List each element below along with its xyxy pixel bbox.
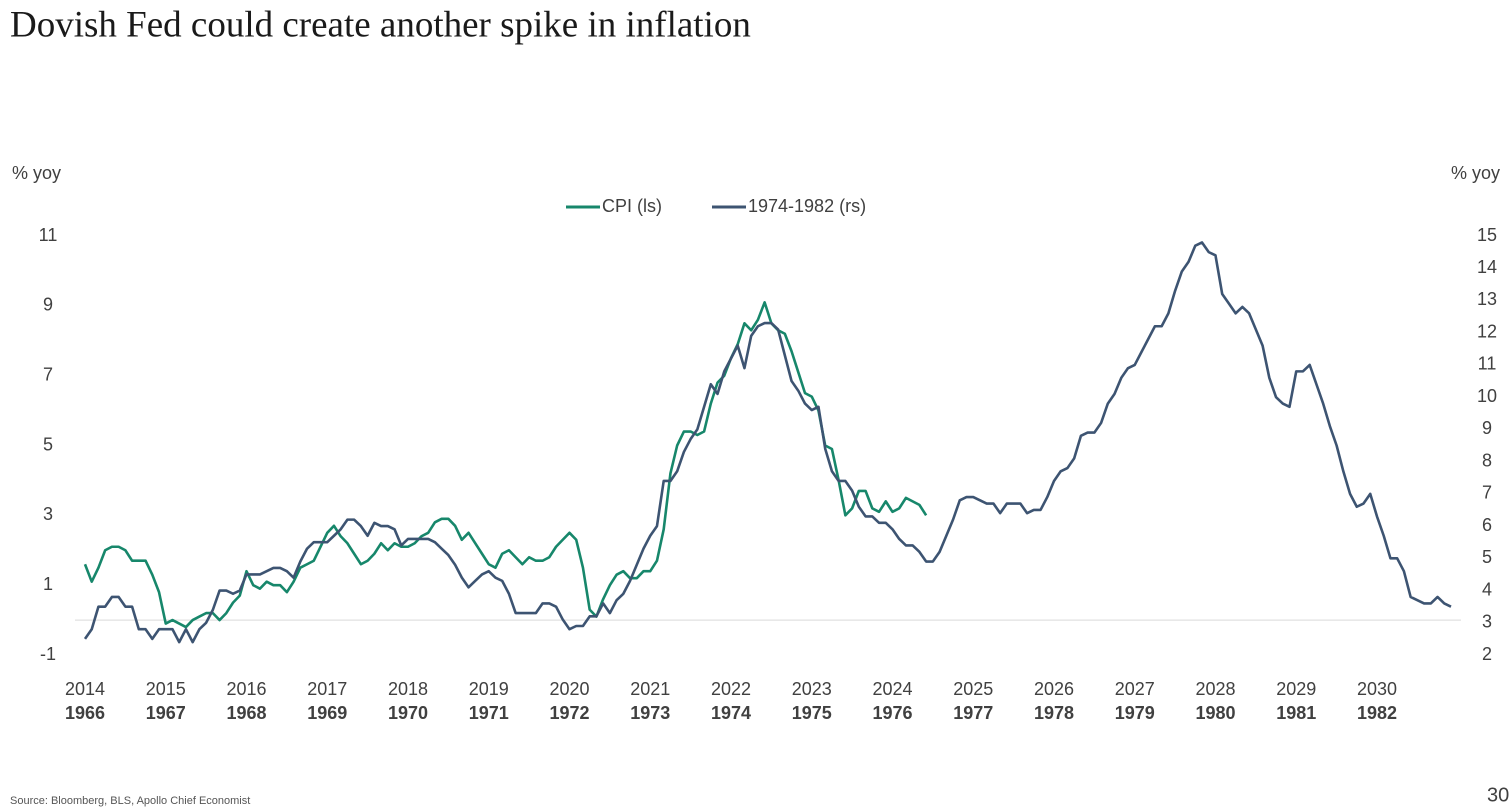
x-tick-label: 2015 bbox=[146, 679, 186, 699]
x-tick-label: 2020 bbox=[549, 679, 589, 699]
x-tick-label: 2026 bbox=[1034, 679, 1074, 699]
x2-tick-label: 1970 bbox=[388, 703, 428, 723]
y2-tick-label: 7 bbox=[1482, 483, 1492, 503]
x2-tick-label: 1979 bbox=[1115, 703, 1155, 723]
x-tick-label: 2027 bbox=[1115, 679, 1155, 699]
x-tick-label: 2014 bbox=[65, 679, 105, 699]
y-tick-label: 9 bbox=[43, 295, 53, 315]
chart-title: Dovish Fed could create another spike in… bbox=[10, 4, 751, 45]
y2-tick-label: 11 bbox=[1478, 354, 1497, 374]
y-tick-label: 11 bbox=[39, 225, 58, 245]
y2-tick-label: 9 bbox=[1482, 418, 1492, 438]
legend: CPI (ls) 1974-1982 (rs) bbox=[566, 196, 866, 216]
x-tick-label: 2029 bbox=[1276, 679, 1316, 699]
y-tick-label: 1 bbox=[43, 574, 53, 594]
x-tick-label: 2028 bbox=[1195, 679, 1235, 699]
legend-label: 1974-1982 (rs) bbox=[748, 196, 866, 216]
y2-tick-label: 4 bbox=[1482, 579, 1492, 599]
y2-tick-label: 12 bbox=[1477, 321, 1497, 341]
x2-tick-label: 1974 bbox=[711, 703, 751, 723]
series-line bbox=[83, 301, 928, 629]
x2-tick-label: 1973 bbox=[630, 703, 670, 723]
x2-tick-label: 1971 bbox=[469, 703, 509, 723]
y2-axis-label: % yoy bbox=[1451, 163, 1500, 183]
y-tick-label: 5 bbox=[43, 434, 53, 454]
y-tick-label: 7 bbox=[43, 364, 53, 384]
x2-tick-label: 1975 bbox=[792, 703, 832, 723]
y2-tick-label: 14 bbox=[1477, 257, 1497, 277]
series-line bbox=[83, 241, 1452, 644]
x-tick-label: 2024 bbox=[872, 679, 912, 699]
x-tick-label: 2018 bbox=[388, 679, 428, 699]
x2-tick-label: 1968 bbox=[226, 703, 266, 723]
y2-tick-label: 15 bbox=[1477, 225, 1497, 245]
y2-tick-label: 2 bbox=[1482, 644, 1492, 664]
x-tick-label: 2019 bbox=[469, 679, 509, 699]
x2-tick-label: 1976 bbox=[872, 703, 912, 723]
x2-tick-label: 1966 bbox=[65, 703, 105, 723]
x-tick-label: 2022 bbox=[711, 679, 751, 699]
x2-tick-label: 1982 bbox=[1357, 703, 1397, 723]
y-tick-label: 3 bbox=[43, 504, 53, 524]
y2-tick-label: 3 bbox=[1482, 612, 1492, 632]
x2-tick-label: 1978 bbox=[1034, 703, 1074, 723]
x-tick-label: 2030 bbox=[1357, 679, 1397, 699]
y2-tick-label: 8 bbox=[1482, 450, 1492, 470]
y-axis-label: % yoy bbox=[12, 163, 61, 183]
y2-tick-label: 10 bbox=[1477, 386, 1497, 406]
y2-tick-label: 5 bbox=[1482, 547, 1492, 567]
legend-label: CPI (ls) bbox=[602, 196, 662, 216]
x2-tick-label: 1972 bbox=[549, 703, 589, 723]
x2-tick-label: 1969 bbox=[307, 703, 347, 723]
x2-tick-label: 1977 bbox=[953, 703, 993, 723]
x2-tick-label: 1980 bbox=[1195, 703, 1235, 723]
x-tick-label: 2023 bbox=[792, 679, 832, 699]
x-tick-label: 2025 bbox=[953, 679, 993, 699]
x2-tick-label: 1967 bbox=[146, 703, 186, 723]
page-number: 30 bbox=[1487, 784, 1509, 806]
x-tick-label: 2016 bbox=[226, 679, 266, 699]
y-tick-label: -1 bbox=[40, 644, 56, 664]
x2-tick-label: 1981 bbox=[1276, 703, 1316, 723]
y2-tick-label: 13 bbox=[1477, 289, 1497, 309]
source-note: Source: Bloomberg, BLS, Apollo Chief Eco… bbox=[10, 795, 250, 807]
x-tick-label: 2021 bbox=[630, 679, 670, 699]
x-tick-label: 2017 bbox=[307, 679, 347, 699]
y2-tick-label: 6 bbox=[1482, 515, 1492, 535]
